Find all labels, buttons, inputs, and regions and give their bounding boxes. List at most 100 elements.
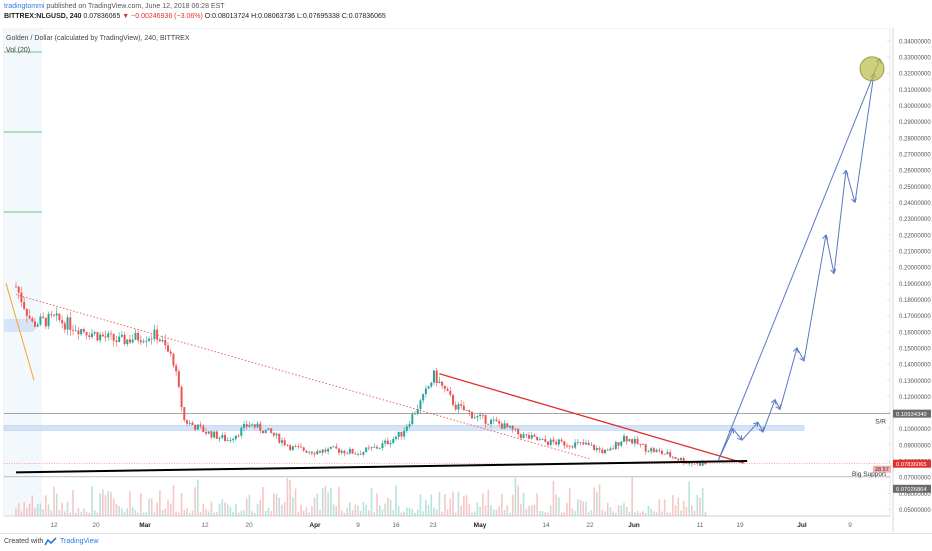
volume-bar	[224, 502, 226, 516]
projection-path	[717, 73, 875, 462]
volume-bar	[83, 508, 85, 516]
candle-body	[479, 414, 482, 416]
volume-bar	[55, 493, 58, 516]
volume-bar	[669, 512, 671, 516]
author-link[interactable]: tradingtommi	[4, 3, 45, 10]
candle-body	[237, 435, 240, 437]
volume-bar	[498, 506, 500, 516]
x-tick-label: 14	[542, 522, 550, 529]
volume-bar	[292, 497, 294, 516]
candle-body	[308, 451, 311, 453]
y-tick-label: 0.15000000	[899, 346, 931, 352]
candle-body	[58, 313, 61, 321]
candle-body	[167, 345, 169, 352]
candle-body	[411, 414, 414, 425]
volume-tag	[873, 465, 891, 473]
candle-body	[286, 445, 289, 446]
support-line	[15, 460, 748, 474]
candle-body	[511, 426, 514, 430]
volume-bar	[351, 510, 354, 516]
volume-bar	[408, 507, 411, 516]
volume-bar	[596, 491, 598, 516]
price-chart[interactable]: S/R Big Support 0.34000000 0.33000000 0.320…	[0, 28, 932, 533]
y-tick-label: 0.19000000	[899, 282, 931, 288]
target-circle	[859, 56, 885, 82]
volume-bar	[454, 512, 457, 516]
candle-body	[525, 434, 528, 436]
price-axis[interactable]: 0.34000000 0.33000000 0.32000000 0.31000000…	[873, 28, 931, 532]
y-tick-label: 0.28000000	[899, 136, 931, 142]
candle-body	[549, 439, 552, 445]
volume-bar	[221, 499, 224, 516]
x-tick-label: 9	[356, 522, 360, 529]
candle-body	[397, 431, 400, 437]
candle-body	[61, 320, 64, 324]
candle-body	[243, 424, 245, 428]
candle-body	[492, 419, 495, 421]
candle-body	[191, 422, 194, 426]
volume-bar	[20, 511, 23, 516]
y-tick-label: 0.09000000	[899, 443, 931, 449]
y-tick-label: 0.14000000	[899, 363, 931, 369]
candle-body	[283, 440, 286, 446]
candle-body	[484, 414, 487, 424]
volume-bar	[359, 510, 362, 516]
created-with-text: Created with	[4, 538, 44, 545]
candle-body	[99, 334, 102, 341]
x-tick-label: 9	[848, 522, 852, 529]
projection-long-line	[717, 58, 881, 462]
volume-bar	[77, 508, 80, 516]
candle-body	[300, 446, 302, 448]
volume-bar	[484, 505, 487, 516]
dotted-trendline	[15, 294, 592, 460]
time-axis[interactable]: 12 20 Mar 12 20 Apr 9 16 23 May 14 22 Jun 11 19 Jul 9	[4, 515, 890, 529]
candle-body	[39, 316, 42, 325]
tradingview-brand[interactable]: TradingView	[60, 538, 99, 545]
drawings: S/R Big Support	[4, 51, 890, 478]
candle-body	[465, 410, 468, 412]
x-tick-label: 19	[736, 522, 744, 529]
candle-body	[229, 440, 232, 441]
candle-body	[357, 453, 359, 455]
candle-body	[696, 462, 699, 464]
volume-bar	[411, 509, 414, 516]
ohlc-values: O:0.08013724 H:0.08063736 L:0.07695338 C…	[204, 13, 386, 20]
volume-bar	[425, 500, 427, 516]
volume-bar	[88, 512, 91, 516]
volume-bar	[47, 504, 50, 516]
volume-bar	[129, 491, 131, 516]
volume-bar	[490, 505, 492, 516]
candle-body	[251, 424, 254, 426]
candle-body	[468, 410, 471, 412]
volume-bar	[476, 502, 479, 516]
volume-bar	[446, 509, 449, 516]
volume-bar	[311, 506, 313, 516]
volume-bar	[520, 503, 522, 516]
candle-body	[441, 381, 444, 386]
candle-body	[392, 439, 395, 444]
candle-body	[305, 450, 308, 453]
volume-bar	[319, 509, 321, 516]
candle-body	[582, 442, 585, 445]
y-tick-label: 0.30000000	[899, 104, 931, 110]
volume-bar	[601, 509, 604, 516]
candle-body	[639, 444, 642, 445]
candle-body	[449, 390, 452, 395]
volume-bar	[691, 505, 693, 516]
candle-body	[319, 451, 321, 453]
volume-bar	[503, 510, 506, 516]
candle-body	[36, 324, 39, 327]
x-tick-label: Jul	[797, 522, 807, 529]
volume-bar	[297, 511, 300, 516]
volume-bar	[522, 492, 525, 516]
last-price-value: 0.07836065	[896, 462, 927, 468]
volume-bar	[240, 510, 243, 516]
y-tick-label: 0.17000000	[899, 314, 931, 320]
candles	[15, 282, 707, 467]
volume-bar	[699, 497, 701, 516]
volume-bar	[349, 502, 351, 516]
candle-body	[612, 448, 615, 450]
candle-body	[262, 430, 264, 434]
volume-bar	[636, 510, 639, 516]
candle-body	[194, 425, 197, 430]
